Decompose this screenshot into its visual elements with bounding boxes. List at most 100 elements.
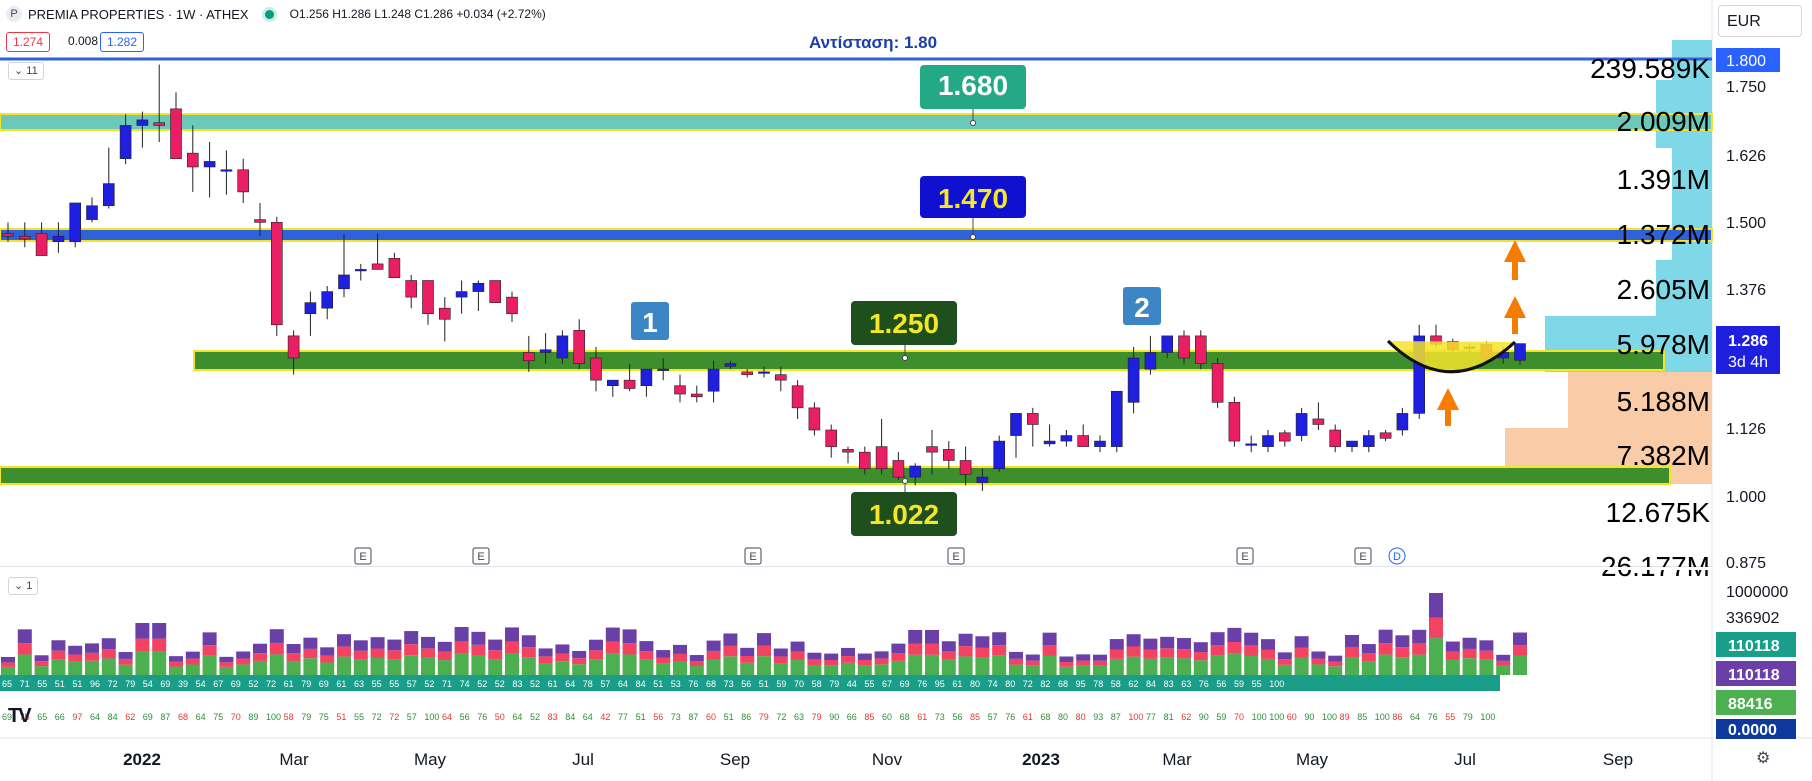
indicator-value: 72: [1023, 679, 1033, 689]
symbol-title[interactable]: PREMIA PROPERTIES · 1W · ATHEX: [28, 6, 249, 22]
candle-up: [69, 202, 81, 243]
indicator-toggle-button[interactable]: ⌄ 11: [8, 62, 44, 80]
volume-segment: [975, 636, 990, 648]
lower-pane-toggle-button[interactable]: ⌄ 1: [8, 577, 39, 595]
volume-segment: [1429, 593, 1443, 618]
badge-1680[interactable]: 1.680: [920, 65, 1026, 109]
candle-down: [18, 235, 31, 240]
candle-down: [489, 280, 502, 303]
indicator-value: 78: [583, 679, 593, 689]
volume-segment: [1429, 638, 1443, 675]
volume-segment: [353, 640, 368, 651]
badge-1470[interactable]: 1.470: [920, 176, 1026, 218]
candle-up: [103, 183, 115, 207]
volume-segment: [908, 654, 923, 675]
arrow-up-icon: [1437, 388, 1459, 426]
volume-segment: [790, 659, 805, 675]
volume-segment: [1311, 651, 1326, 659]
gear-icon[interactable]: ⚙: [1756, 750, 1771, 767]
candle-down: [590, 357, 602, 381]
zone-1470: [0, 228, 1713, 242]
volume-segment: [1042, 655, 1057, 675]
volume-segment: [673, 653, 687, 662]
price-tick: 1.626: [1726, 148, 1766, 165]
bid-price[interactable]: 1.274: [6, 32, 51, 52]
symbol-logo-icon: P: [6, 6, 22, 22]
volume-segment: [1059, 666, 1074, 675]
indicator-value: 62: [1128, 679, 1138, 689]
indicator-value: 63: [354, 679, 364, 689]
indicator-axis[interactable]: 1000000 336902 110118 110118 88416 0.000…: [1716, 584, 1796, 739]
indicator-value: 64: [196, 712, 206, 722]
candle-up: [304, 302, 317, 315]
volume-segment: [1513, 632, 1527, 646]
volume-segment: [992, 632, 1007, 646]
volume-segment: [68, 661, 83, 675]
volume-segment: [689, 661, 704, 667]
indicator-value: 55: [1252, 679, 1262, 689]
candle-down: [187, 152, 199, 168]
volume-segment: [538, 663, 553, 675]
indicator-value: 69: [160, 679, 170, 689]
candle-down: [287, 335, 300, 359]
volume-segment: [1429, 617, 1443, 639]
volume-segment: [1227, 627, 1242, 643]
volume-segment: [538, 648, 553, 657]
volume-segment: [1311, 664, 1326, 675]
volume-segment: [101, 638, 116, 650]
volume-segment: [337, 634, 351, 647]
indicator-value: 100: [1322, 712, 1337, 722]
indicator-value: 85: [970, 712, 980, 722]
indicator-value: 39: [178, 679, 188, 689]
volume-segment: [941, 641, 956, 652]
volume-segment: [1277, 664, 1292, 675]
indicator-value: 55: [1445, 712, 1455, 722]
badge-1250[interactable]: 1.250: [851, 301, 957, 345]
badge-1022[interactable]: 1.022: [851, 492, 957, 536]
indicator-badge: 0.0000: [1728, 722, 1777, 739]
volume-segment: [471, 631, 486, 645]
indicator-value: 61: [284, 679, 294, 689]
volume-segment: [908, 630, 923, 644]
volume-segment: [185, 658, 200, 665]
volume-segment: [1126, 646, 1141, 657]
price-label-1800: [1716, 48, 1780, 72]
indicator-value: 71: [20, 679, 30, 689]
marker-1[interactable]: 1: [631, 302, 669, 340]
candle-up: [354, 269, 367, 272]
time-axis[interactable]: 2022 Mar May Jul Sep Nov 2023 Mar May Ju…: [123, 750, 1633, 769]
indicator-value: 51: [72, 679, 82, 689]
volume-segment: [505, 627, 519, 642]
indicator-value: 81: [1164, 712, 1174, 722]
indicator-value: 55: [389, 679, 399, 689]
indicator-value: 100: [1375, 712, 1390, 722]
candle-down: [1195, 335, 1207, 364]
candle-down: [623, 379, 636, 389]
indicator-value: 86: [1392, 712, 1402, 722]
volume-segment: [639, 659, 654, 675]
candle-up: [1245, 443, 1257, 446]
indicator-value: 100: [1252, 712, 1267, 722]
ask-price[interactable]: 1.282: [100, 32, 145, 52]
volume-segment: [219, 656, 234, 663]
indicator-value: 61: [336, 679, 346, 689]
indicator-value: 64: [442, 712, 452, 722]
symbol-header[interactable]: P PREMIA PROPERTIES · 1W · ATHEX O1.256 …: [6, 6, 546, 22]
volume-segment: [253, 660, 267, 675]
volume-segment: [51, 640, 66, 651]
volume-segment: [656, 657, 671, 664]
candle-down: [842, 449, 854, 453]
zone-1680: [0, 113, 1713, 131]
volume-segment: [605, 653, 620, 675]
volume-segment: [17, 654, 32, 675]
volume-segment: [353, 650, 368, 660]
event-markers[interactable]: E E E E E E D: [354, 547, 1406, 565]
indicator-value: 79: [301, 712, 311, 722]
indicator-value: 75: [213, 712, 223, 722]
price-axis[interactable]: 1.800 1.750 1.626 1.500 1.376 1.126 1.00…: [1716, 48, 1780, 572]
volume-segment: [1143, 658, 1158, 675]
volume-segment: [253, 653, 267, 661]
marker-2[interactable]: 2: [1123, 287, 1161, 325]
currency-select[interactable]: EUR: [1718, 5, 1802, 37]
